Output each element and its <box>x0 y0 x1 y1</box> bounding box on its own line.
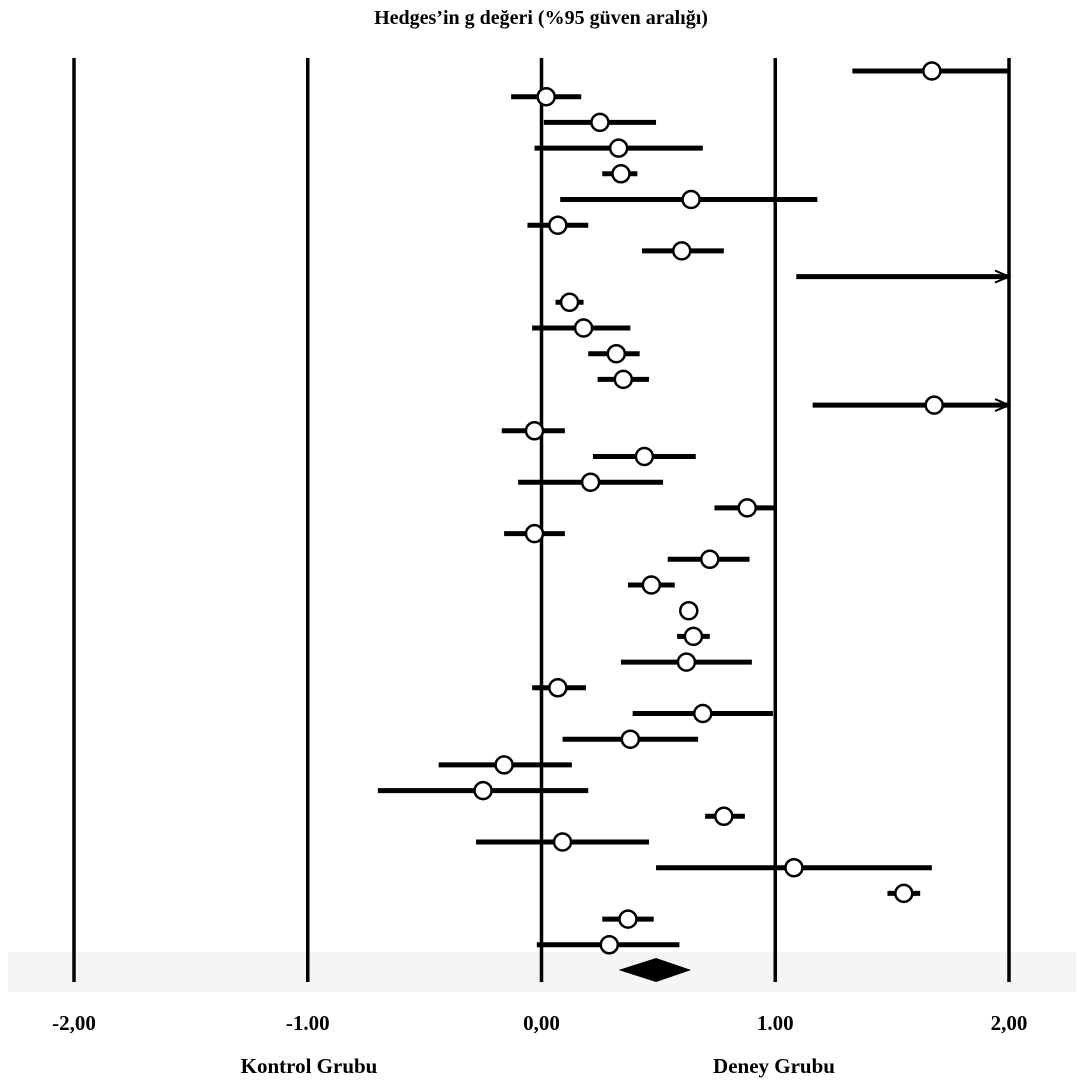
study-row <box>504 523 565 544</box>
study-row <box>887 883 921 904</box>
study-row <box>527 215 589 235</box>
study-row <box>620 652 752 672</box>
effect-size-marker <box>672 241 692 261</box>
effect-size-marker <box>894 883 914 904</box>
study-row <box>592 446 696 467</box>
effect-size-marker <box>524 523 545 544</box>
study-row <box>438 755 572 775</box>
truncation-arrow <box>994 398 1012 413</box>
effect-size-marker <box>613 369 634 390</box>
study-row <box>656 857 932 878</box>
study-row <box>667 549 750 570</box>
effect-size-marker <box>618 909 638 929</box>
effect-size-marker <box>679 600 699 621</box>
x-tick-label: -1.00 <box>286 1011 330 1035</box>
study-row <box>679 600 699 621</box>
effect-size-marker <box>580 472 601 492</box>
study-row <box>518 472 664 492</box>
effect-size-marker <box>552 832 573 852</box>
x-tick-label: 1.00 <box>757 1011 794 1035</box>
study-row <box>852 61 1009 81</box>
study-row <box>602 909 654 929</box>
effect-size-marker <box>494 755 514 775</box>
summary-diamond <box>618 958 692 982</box>
effect-size-marker <box>620 729 641 749</box>
effect-size-marker <box>548 215 568 235</box>
left-side-label: Kontrol Grubu <box>241 1054 378 1078</box>
effect-size-marker <box>737 498 757 518</box>
effect-size-marker <box>784 857 804 878</box>
study-row <box>534 138 703 158</box>
effect-size-marker <box>641 575 662 595</box>
study-row <box>714 498 776 518</box>
study-row <box>532 678 586 698</box>
effect-size-marker <box>608 138 629 158</box>
effect-size-marker <box>599 935 620 955</box>
study-row <box>555 292 584 313</box>
effect-size-marker <box>536 86 556 107</box>
effect-size-marker <box>573 318 594 338</box>
study-row <box>642 241 724 261</box>
study-row <box>536 935 680 955</box>
truncation-arrow <box>994 269 1012 284</box>
study-row <box>501 421 565 441</box>
effect-size-marker <box>922 61 942 81</box>
effect-size-marker <box>548 678 568 698</box>
study-row <box>588 343 640 364</box>
gridlines <box>72 58 1011 982</box>
study-row <box>812 395 1012 415</box>
study-row <box>632 703 773 724</box>
study-row <box>532 318 631 338</box>
study-row <box>597 369 650 390</box>
study-row <box>377 780 589 801</box>
effect-size-marker <box>683 626 704 647</box>
x-tick-label: 2,00 <box>991 1011 1028 1035</box>
effect-size-marker <box>611 164 631 184</box>
study-row <box>677 626 710 647</box>
study-row <box>562 729 699 749</box>
study-row <box>602 164 638 184</box>
effect-size-marker <box>714 806 734 827</box>
effect-size-marker <box>693 703 713 724</box>
effect-size-marker <box>559 292 580 313</box>
effect-size-marker <box>524 421 545 441</box>
effect-size-marker <box>700 549 720 570</box>
effect-size-marker <box>681 189 701 210</box>
summary-effect <box>618 958 692 982</box>
study-row <box>476 832 650 852</box>
study-marks <box>377 61 1012 955</box>
study-row <box>796 269 1012 284</box>
effect-size-marker <box>590 112 610 133</box>
effect-size-marker <box>924 395 944 415</box>
study-row <box>543 112 657 133</box>
study-row <box>627 575 675 595</box>
x-tick-label: 0,00 <box>523 1011 560 1035</box>
effect-size-marker <box>473 780 493 801</box>
effect-size-marker <box>606 343 627 364</box>
effect-size-marker <box>676 652 697 672</box>
study-row <box>511 86 582 107</box>
x-tick-label: -2,00 <box>52 1011 96 1035</box>
right-side-label: Deney Grubu <box>713 1054 835 1078</box>
x-axis-tick-labels: -2,00 -1.00 0,00 1.00 2,00 <box>52 1011 1027 1035</box>
study-row <box>705 806 745 827</box>
chart-title: Hedges’in g değeri (%95 güven aralığı) <box>374 7 708 29</box>
effect-size-marker <box>634 446 655 467</box>
study-row <box>560 189 818 210</box>
